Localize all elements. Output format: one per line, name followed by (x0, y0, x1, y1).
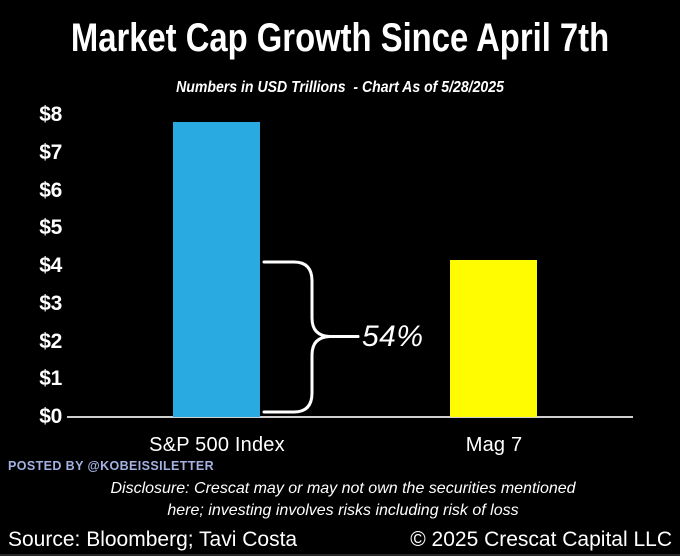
source-credit: Source: Bloomberg; Tavi Costa (8, 528, 298, 551)
annotation-label: 54% (362, 320, 424, 353)
disclosure-line-2: here; investing involves risks including… (167, 502, 519, 519)
y-tick-label: $5 (39, 216, 62, 240)
y-tick-label: $3 (39, 291, 62, 315)
y-axis-tick-labels: $8 $7 $6 $5 $4 $3 $2 $1 $0 (14, 104, 62, 428)
copyright-notice: © 2025 Crescat Capital LLC (410, 528, 672, 551)
y-tick-label: $8 (39, 103, 62, 126)
disclosure-text: Disclosure: Crescat may or may not own t… (0, 478, 680, 522)
chart-title: Market Cap Growth Since April 7th (70, 16, 610, 60)
bar-mag7 (450, 260, 537, 417)
y-tick-label: $6 (39, 178, 62, 202)
x-axis-line (67, 416, 633, 418)
y-tick-label: $7 (39, 140, 62, 164)
posted-by-credit: POSTED BY @KOBEISSILETTER (8, 459, 215, 473)
category-label-sp500: S&P 500 Index (149, 434, 285, 456)
bottom-edge-divider (0, 554, 680, 556)
y-tick-label: $0 (39, 405, 62, 428)
bar-sp500 (173, 122, 260, 417)
y-tick-label: $1 (39, 367, 62, 391)
chart-subtitle: Numbers in USD Trillions - Chart As of 5… (176, 79, 504, 96)
y-tick-label: $2 (39, 329, 62, 353)
brace-annotation-icon (262, 260, 360, 414)
y-tick-label: $4 (39, 254, 62, 277)
disclosure-line-1: Disclosure: Crescat may or may not own t… (110, 480, 576, 497)
category-label-mag7: Mag 7 (465, 434, 523, 456)
